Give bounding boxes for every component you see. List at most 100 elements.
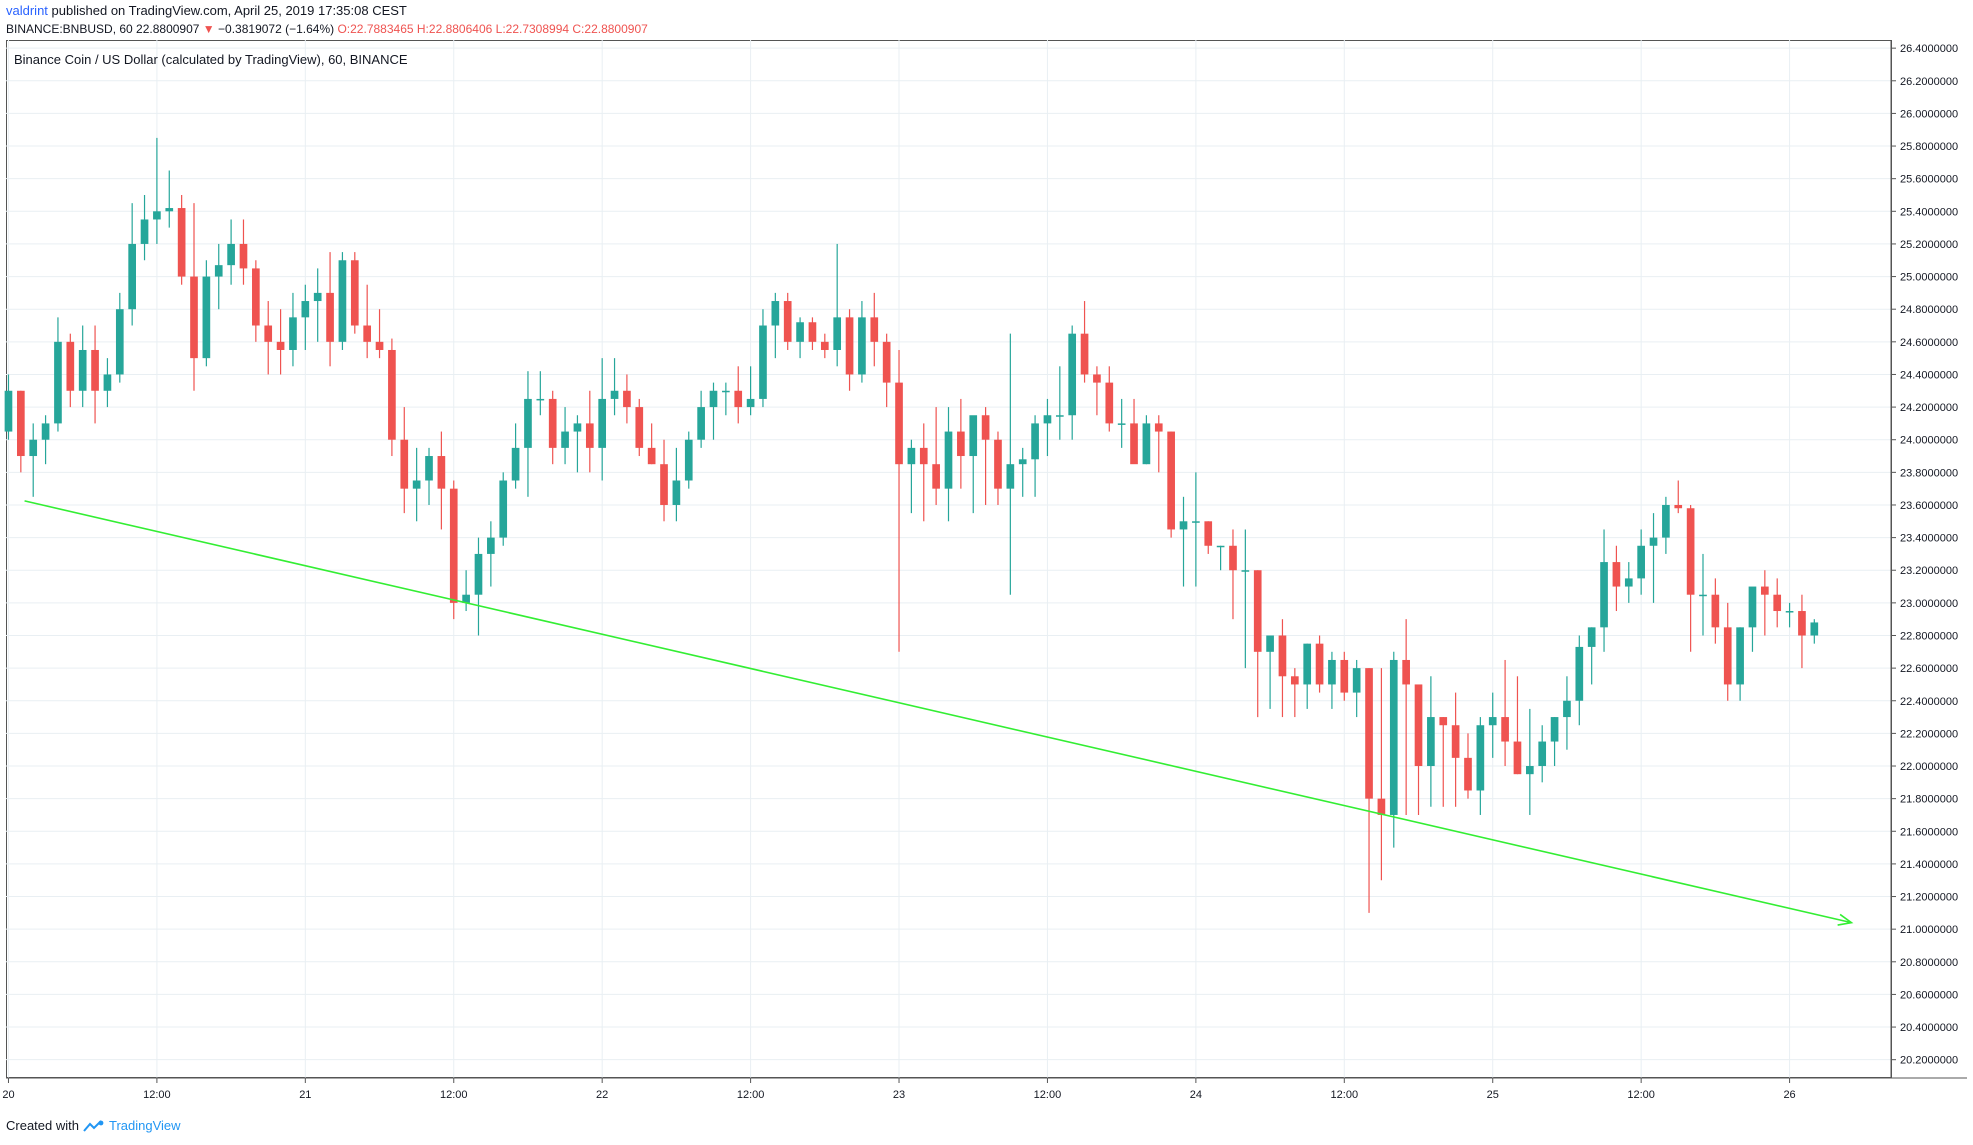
candle	[1451, 692, 1460, 807]
candle	[981, 407, 990, 505]
candle	[907, 439, 916, 514]
y-tick-label: 20.4000000	[1900, 1022, 1958, 1034]
candle-body	[573, 423, 582, 432]
candle	[1328, 651, 1336, 709]
candle-body	[1662, 504, 1670, 538]
x-tick-label: 12:00	[1331, 1089, 1359, 1101]
candle	[610, 358, 619, 416]
candle-body	[41, 423, 50, 440]
candle	[1043, 398, 1052, 457]
y-tick-label: 24.2000000	[1900, 402, 1958, 414]
candle	[1080, 301, 1089, 383]
y-tick-label: 25.6000000	[1900, 174, 1958, 186]
chart-title: Binance Coin / US Dollar (calculated by …	[14, 52, 408, 67]
candle	[1575, 635, 1584, 726]
candle	[1389, 651, 1398, 848]
candle	[1229, 529, 1237, 620]
candle	[870, 292, 879, 367]
candle-body	[1773, 594, 1782, 612]
candle	[1365, 668, 1373, 913]
candle	[1476, 717, 1485, 815]
down-triangle-icon: ▼	[202, 22, 215, 36]
y-tick-label: 20.6000000	[1900, 989, 1958, 1001]
candle-body	[858, 317, 866, 375]
candle-body	[932, 464, 940, 489]
candle-body	[227, 243, 235, 266]
candle-body	[907, 447, 916, 465]
candle-body	[350, 260, 359, 326]
candle-body	[153, 211, 161, 220]
y-tick-label: 24.0000000	[1900, 435, 1958, 447]
candle-body	[994, 439, 1002, 489]
candle	[400, 407, 409, 514]
x-tick-label: 20	[2, 1089, 14, 1101]
candle	[1538, 725, 1547, 783]
candle-body	[833, 317, 842, 350]
symbol-line: BINANCE:BNBUSD, 60 22.8800907 ▼ −0.38190…	[6, 22, 648, 36]
candle-body	[1674, 504, 1683, 509]
y-tick-label: 25.8000000	[1900, 141, 1958, 153]
candle	[796, 317, 804, 359]
candle	[1167, 431, 1175, 538]
candle	[833, 243, 842, 367]
x-tick-label: 26	[1783, 1089, 1795, 1101]
publish-info: published on TradingView.com, April 25, …	[51, 3, 407, 18]
candle-body	[214, 265, 223, 277]
candle-body	[722, 390, 730, 393]
candle-body	[623, 390, 631, 408]
candle	[202, 260, 211, 367]
candle	[994, 431, 1002, 505]
candle-body	[400, 439, 409, 489]
candle-body	[1402, 659, 1410, 685]
candle	[115, 292, 124, 383]
y-tick-label: 25.0000000	[1900, 272, 1958, 284]
y-tick-label: 23.6000000	[1900, 500, 1958, 512]
candle-body	[598, 398, 607, 448]
candle-body	[29, 439, 38, 457]
candle-body	[585, 423, 594, 448]
candle-body	[165, 208, 174, 212]
candle-body	[54, 341, 62, 424]
candle-body	[1414, 684, 1423, 767]
candle	[1736, 627, 1744, 701]
y-tick-label: 21.0000000	[1900, 924, 1958, 936]
candle-body	[1315, 643, 1324, 685]
candle	[746, 366, 755, 416]
candle	[437, 431, 446, 530]
candle-body	[66, 341, 75, 391]
tradingview-link[interactable]: TradingView	[108, 1118, 181, 1133]
candle-body	[115, 309, 124, 375]
candle-body	[1055, 415, 1064, 417]
candle	[1179, 496, 1188, 587]
candle	[1674, 480, 1683, 514]
x-tick-label: 12:00	[737, 1089, 765, 1101]
candle	[363, 284, 372, 359]
candle-body	[561, 431, 569, 448]
candle-body	[1439, 717, 1448, 726]
candle-body	[1748, 586, 1757, 628]
candle-body	[487, 537, 495, 554]
y-tick-label: 20.2000000	[1900, 1055, 1958, 1067]
candle-body	[1142, 423, 1151, 465]
candle-body	[672, 480, 681, 505]
candle	[722, 382, 730, 416]
candle	[858, 301, 866, 383]
candle-body	[1711, 594, 1720, 628]
candle	[177, 194, 186, 285]
candle	[598, 358, 607, 481]
author-link[interactable]: valdrint	[6, 3, 48, 18]
candle-body	[462, 594, 470, 603]
candle-body	[1587, 627, 1596, 647]
candle	[1130, 398, 1138, 465]
candle-body	[709, 390, 718, 408]
candle	[1093, 366, 1101, 416]
candle-body	[1686, 508, 1695, 595]
candle-body	[1476, 725, 1485, 791]
candle-body	[981, 415, 990, 440]
candle-body	[1303, 643, 1312, 685]
candle-body	[1501, 717, 1509, 742]
candle	[524, 371, 532, 497]
candle-body	[635, 407, 644, 448]
y-tick-label: 26.2000000	[1900, 76, 1958, 88]
